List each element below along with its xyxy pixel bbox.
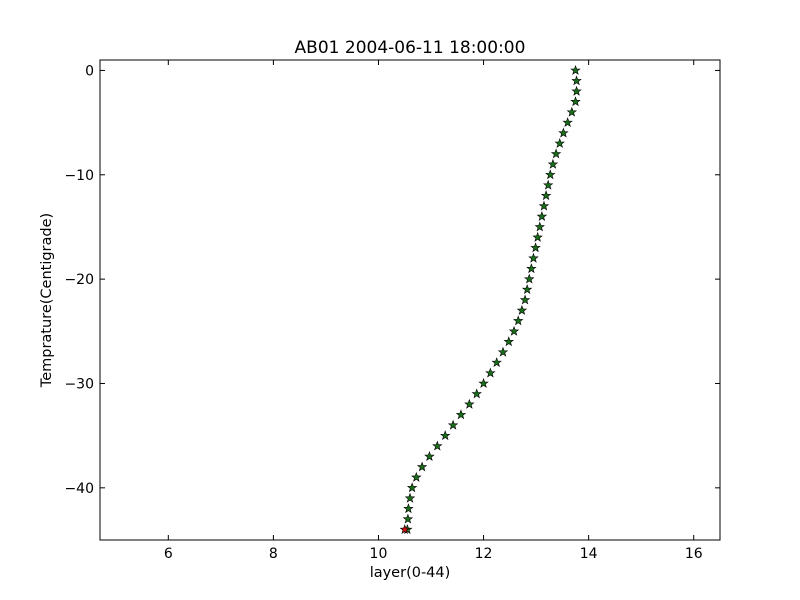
- data-point: [424, 451, 435, 461]
- data-point: [538, 200, 550, 211]
- data-point: [550, 148, 562, 159]
- data-point: [447, 419, 459, 430]
- y-tick-label: 0: [85, 63, 94, 79]
- data-point: [464, 398, 475, 409]
- data-point: [554, 138, 565, 148]
- plot-area: 6 8 10 12 14 16 0 −10 −20 −30 −40: [64, 59, 721, 562]
- data-point: [516, 304, 528, 315]
- data-point: [571, 85, 582, 96]
- data-point: [534, 221, 545, 232]
- data-point: [503, 336, 514, 347]
- data-point: [403, 503, 414, 514]
- x-tick-label: 10: [370, 546, 388, 562]
- y-tick-label: −10: [64, 168, 94, 184]
- y-tick-label: −20: [64, 272, 94, 288]
- x-axis-title: layer(0-44): [370, 565, 451, 581]
- x-tick-label: 12: [475, 546, 493, 562]
- data-point: [571, 75, 582, 86]
- x-tick-label: 6: [164, 546, 173, 562]
- data-point: [540, 190, 552, 201]
- y-axis-title: Temprature(Centigrade): [39, 213, 55, 388]
- data-point: [530, 242, 541, 253]
- data-point: [547, 158, 559, 169]
- y-tick-label: −30: [64, 376, 94, 392]
- data-point: [416, 461, 428, 472]
- data-point: [411, 471, 422, 482]
- data-point: [521, 284, 533, 294]
- data-point: [570, 64, 581, 75]
- y-tick-label: −40: [64, 481, 94, 497]
- data-point: [402, 513, 414, 524]
- data-point: [485, 367, 496, 378]
- data-point: [404, 492, 416, 503]
- data-point: [491, 357, 502, 368]
- data-point: [455, 409, 467, 420]
- x-tick-label: 8: [269, 546, 278, 562]
- data-point: [542, 179, 554, 190]
- chart-title: AB01 2004-06-11 18:00:00: [295, 38, 526, 58]
- highlight-point: [399, 524, 410, 534]
- data-point: [526, 263, 537, 274]
- data-point: [497, 346, 509, 357]
- data-point: [508, 325, 520, 336]
- data-point: [566, 106, 578, 117]
- x-tick-label: 14: [580, 546, 598, 562]
- data-point: [478, 378, 489, 388]
- data-point: [545, 169, 556, 180]
- plot-frame: [99, 59, 721, 541]
- data-point: [519, 294, 531, 305]
- data-point: [471, 388, 482, 399]
- x-tick-label: 16: [685, 546, 703, 562]
- data-point: [432, 440, 443, 451]
- data-point: [439, 430, 451, 441]
- data-point: [406, 482, 418, 493]
- data-point: [528, 252, 539, 263]
- data-point: [524, 273, 535, 284]
- data-point: [562, 117, 573, 128]
- data-point: [558, 127, 569, 138]
- data-point: [532, 231, 543, 242]
- data-point: [513, 315, 524, 326]
- data-point: [536, 211, 548, 221]
- data-point: [570, 96, 581, 107]
